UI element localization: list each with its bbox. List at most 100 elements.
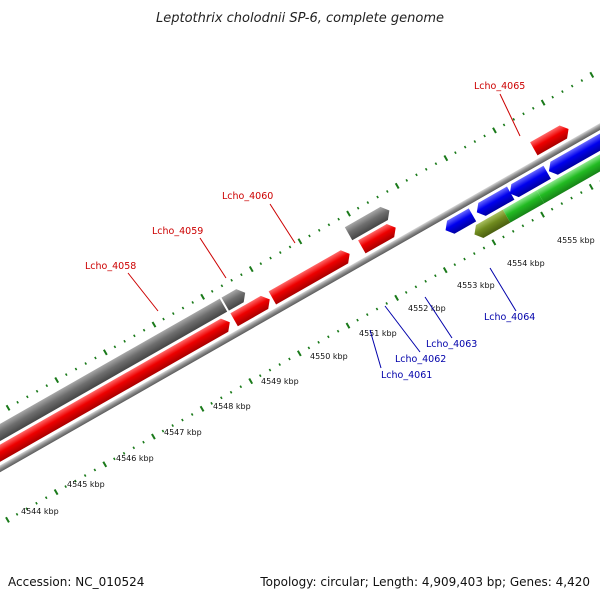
minor-tick <box>327 223 331 227</box>
minor-tick <box>123 339 126 343</box>
minor-tick <box>434 162 438 166</box>
ruler-label: 4545 kbp <box>67 480 105 489</box>
gene-feature-blue <box>476 186 515 216</box>
leader-line <box>269 203 296 244</box>
major-tick <box>248 265 254 273</box>
minor-tick <box>64 485 67 489</box>
major-tick <box>394 182 400 189</box>
minor-tick <box>84 362 88 365</box>
minor-tick <box>483 134 486 138</box>
major-tick <box>588 183 594 190</box>
minor-tick <box>472 252 476 255</box>
gene-feature-red <box>530 125 569 156</box>
minor-tick <box>83 474 87 477</box>
major-tick <box>151 433 156 440</box>
minor-tick <box>415 173 418 177</box>
major-tick <box>54 376 60 384</box>
ruler-label: 4552 kbp <box>408 304 446 313</box>
minor-tick <box>181 306 185 310</box>
minor-tick <box>288 245 292 249</box>
ruler-label: 4548 kbp <box>213 402 251 411</box>
ruler-labels: 4544 kbp 4545 kbp 4546 kbp 4547 kbp 4548… <box>21 236 595 516</box>
minor-tick <box>366 201 370 205</box>
gene-label-lcho-4060: Lcho_4060 <box>222 191 273 202</box>
minor-tick <box>473 140 477 143</box>
minor-tick <box>161 429 165 433</box>
minor-tick <box>482 246 486 250</box>
minor-tick <box>142 328 146 332</box>
minor-tick <box>191 301 195 304</box>
ruler-label: 4550 kbp <box>310 352 348 361</box>
ruler-label: 4551 kbp <box>359 329 397 338</box>
gene-feature-red <box>268 250 350 305</box>
minor-tick <box>269 256 272 260</box>
reverse-gene-labels: Lcho_4061 Lcho_4062 Lcho_4063 Lcho_4064 <box>381 312 535 381</box>
minor-tick <box>288 357 291 361</box>
minor-tick <box>268 368 272 372</box>
minor-tick <box>307 346 311 350</box>
minor-tick <box>463 145 467 149</box>
minor-tick <box>171 424 174 428</box>
minor-tick <box>44 496 48 500</box>
minor-tick <box>521 224 525 228</box>
minor-tick <box>463 257 466 261</box>
minor-tick <box>365 313 369 317</box>
minor-tick <box>522 112 525 116</box>
major-tick <box>248 377 254 385</box>
major-tick <box>5 516 10 523</box>
leader-line <box>384 305 421 353</box>
minor-tick <box>220 284 224 288</box>
gene-feature-red <box>0 318 230 502</box>
genome-track <box>0 71 600 523</box>
leader-line <box>369 329 382 369</box>
minor-tick <box>45 384 49 388</box>
major-tick <box>296 350 302 357</box>
minor-tick <box>356 318 359 322</box>
outer-tick-row <box>5 71 595 411</box>
minor-tick <box>453 263 457 267</box>
minor-tick <box>502 123 506 127</box>
gene-feature-blue <box>509 165 551 198</box>
major-tick <box>540 211 545 218</box>
gene-feature-blue <box>445 208 477 234</box>
minor-tick <box>190 413 194 416</box>
minor-tick <box>240 273 243 277</box>
ruler-label: 4553 kbp <box>457 281 495 290</box>
major-tick <box>5 404 11 411</box>
minor-tick <box>171 312 175 316</box>
minor-tick <box>375 307 379 311</box>
minor-tick <box>502 235 505 239</box>
minor-tick <box>385 302 389 305</box>
minor-tick <box>580 191 583 194</box>
minor-tick <box>327 335 330 339</box>
minor-tick <box>570 196 573 200</box>
minor-tick <box>570 84 574 88</box>
inner-tick-row <box>5 179 600 523</box>
minor-tick <box>531 106 535 110</box>
minor-tick <box>561 90 564 94</box>
leader-line <box>424 296 453 339</box>
ruler-label: 4554 kbp <box>507 259 545 268</box>
minor-tick <box>94 356 97 360</box>
map-title: Leptothrix cholodnii SP-6, complete geno… <box>156 11 444 26</box>
minor-tick <box>386 190 389 193</box>
leader-line <box>127 272 159 312</box>
minor-tick <box>35 501 38 505</box>
minor-tick <box>376 195 379 199</box>
minor-tick <box>512 117 516 121</box>
accession-text: Accession: NC_010524 <box>8 575 144 589</box>
minor-tick <box>405 178 409 182</box>
genome-summary-text: Topology: circular; Length: 4,909,403 bp… <box>259 575 590 589</box>
minor-tick <box>356 206 360 210</box>
minor-tick <box>133 334 136 338</box>
minor-tick <box>404 290 408 294</box>
minor-tick <box>258 374 262 378</box>
major-tick <box>102 349 108 356</box>
gene-feature-olive <box>474 209 511 239</box>
minor-tick <box>210 289 214 293</box>
minor-tick <box>279 251 282 254</box>
minor-tick <box>317 340 320 344</box>
minor-tick <box>259 262 263 266</box>
gene-label-lcho-4058: Lcho_4058 <box>85 261 136 272</box>
minor-tick <box>162 317 165 321</box>
